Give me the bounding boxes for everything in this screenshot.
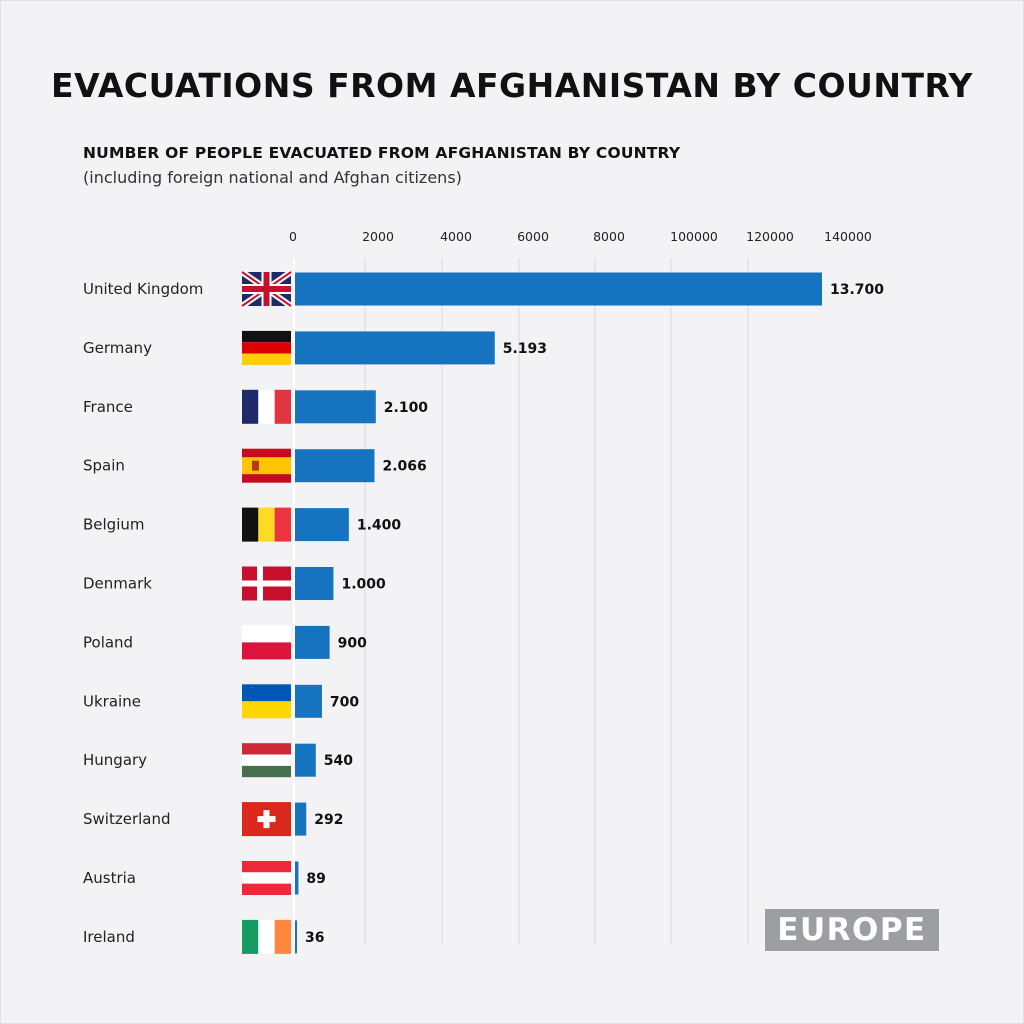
value-label: 540 [324,753,353,769]
bar [295,802,307,836]
category-label: Denmark [83,575,152,593]
category-label: Belgium [83,516,145,534]
value-label: 2.100 [384,400,429,416]
austria-flag [242,861,291,895]
x-tick-label: 0 [289,229,297,244]
ukraine-flag [242,684,291,719]
x-tick-label: 140000 [824,229,872,244]
category-label: Ireland [83,928,135,946]
bar [295,684,322,718]
value-label: 900 [338,635,367,651]
category-label: Switzerland [83,810,171,828]
bar [295,508,349,542]
category-label: Germany [83,339,152,357]
bar [295,449,375,483]
bar [295,743,316,777]
x-tick-label: 4000 [440,229,472,244]
bar [295,331,495,365]
value-label: 89 [306,871,325,887]
poland-flag [242,625,291,660]
x-tick-label: 100000 [670,229,718,244]
bar [295,390,376,424]
value-label: 292 [314,812,343,828]
value-label: 13.700 [830,282,884,298]
x-tick-label: 120000 [746,229,794,244]
category-label: Hungary [83,751,147,769]
hungary-flag [242,743,291,778]
category-label: Austria [83,869,136,887]
belgium-flag [242,507,291,542]
spain-flag [242,448,291,483]
x-tick-label: 8000 [593,229,625,244]
switzerland-flag [242,802,291,837]
value-label: 700 [330,694,359,710]
value-label: 2.066 [382,459,426,475]
denmark-flag [242,566,291,601]
x-tick-label: 6000 [517,229,549,244]
category-label: France [83,398,133,416]
france-flag [242,389,291,424]
category-label: Ukraine [83,692,141,710]
category-label: Spain [83,457,125,475]
value-label: 1.400 [357,518,402,534]
chart-subtitle-note: (including foreign national and Afghan c… [83,168,462,187]
bar [295,920,297,954]
bar [295,861,299,895]
region-badge: EUROPE [765,909,939,951]
x-tick-label: 2000 [362,229,394,244]
category-label: Poland [83,633,133,651]
uk-flag [240,269,293,309]
bar [295,625,330,659]
bar [295,272,822,306]
value-label: 5.193 [503,341,547,357]
ireland-flag [242,919,291,954]
germany-flag [242,330,291,365]
category-label: United Kingdom [83,280,203,298]
value-label: 1.000 [341,577,386,593]
chart-title: EVACUATIONS FROM AFGHANISTAN BY COUNTRY [51,66,973,105]
value-label: 36 [305,930,324,946]
chart-subtitle: NUMBER OF PEOPLE EVACUATED FROM AFGHANIS… [83,144,681,162]
bar [295,567,334,600]
